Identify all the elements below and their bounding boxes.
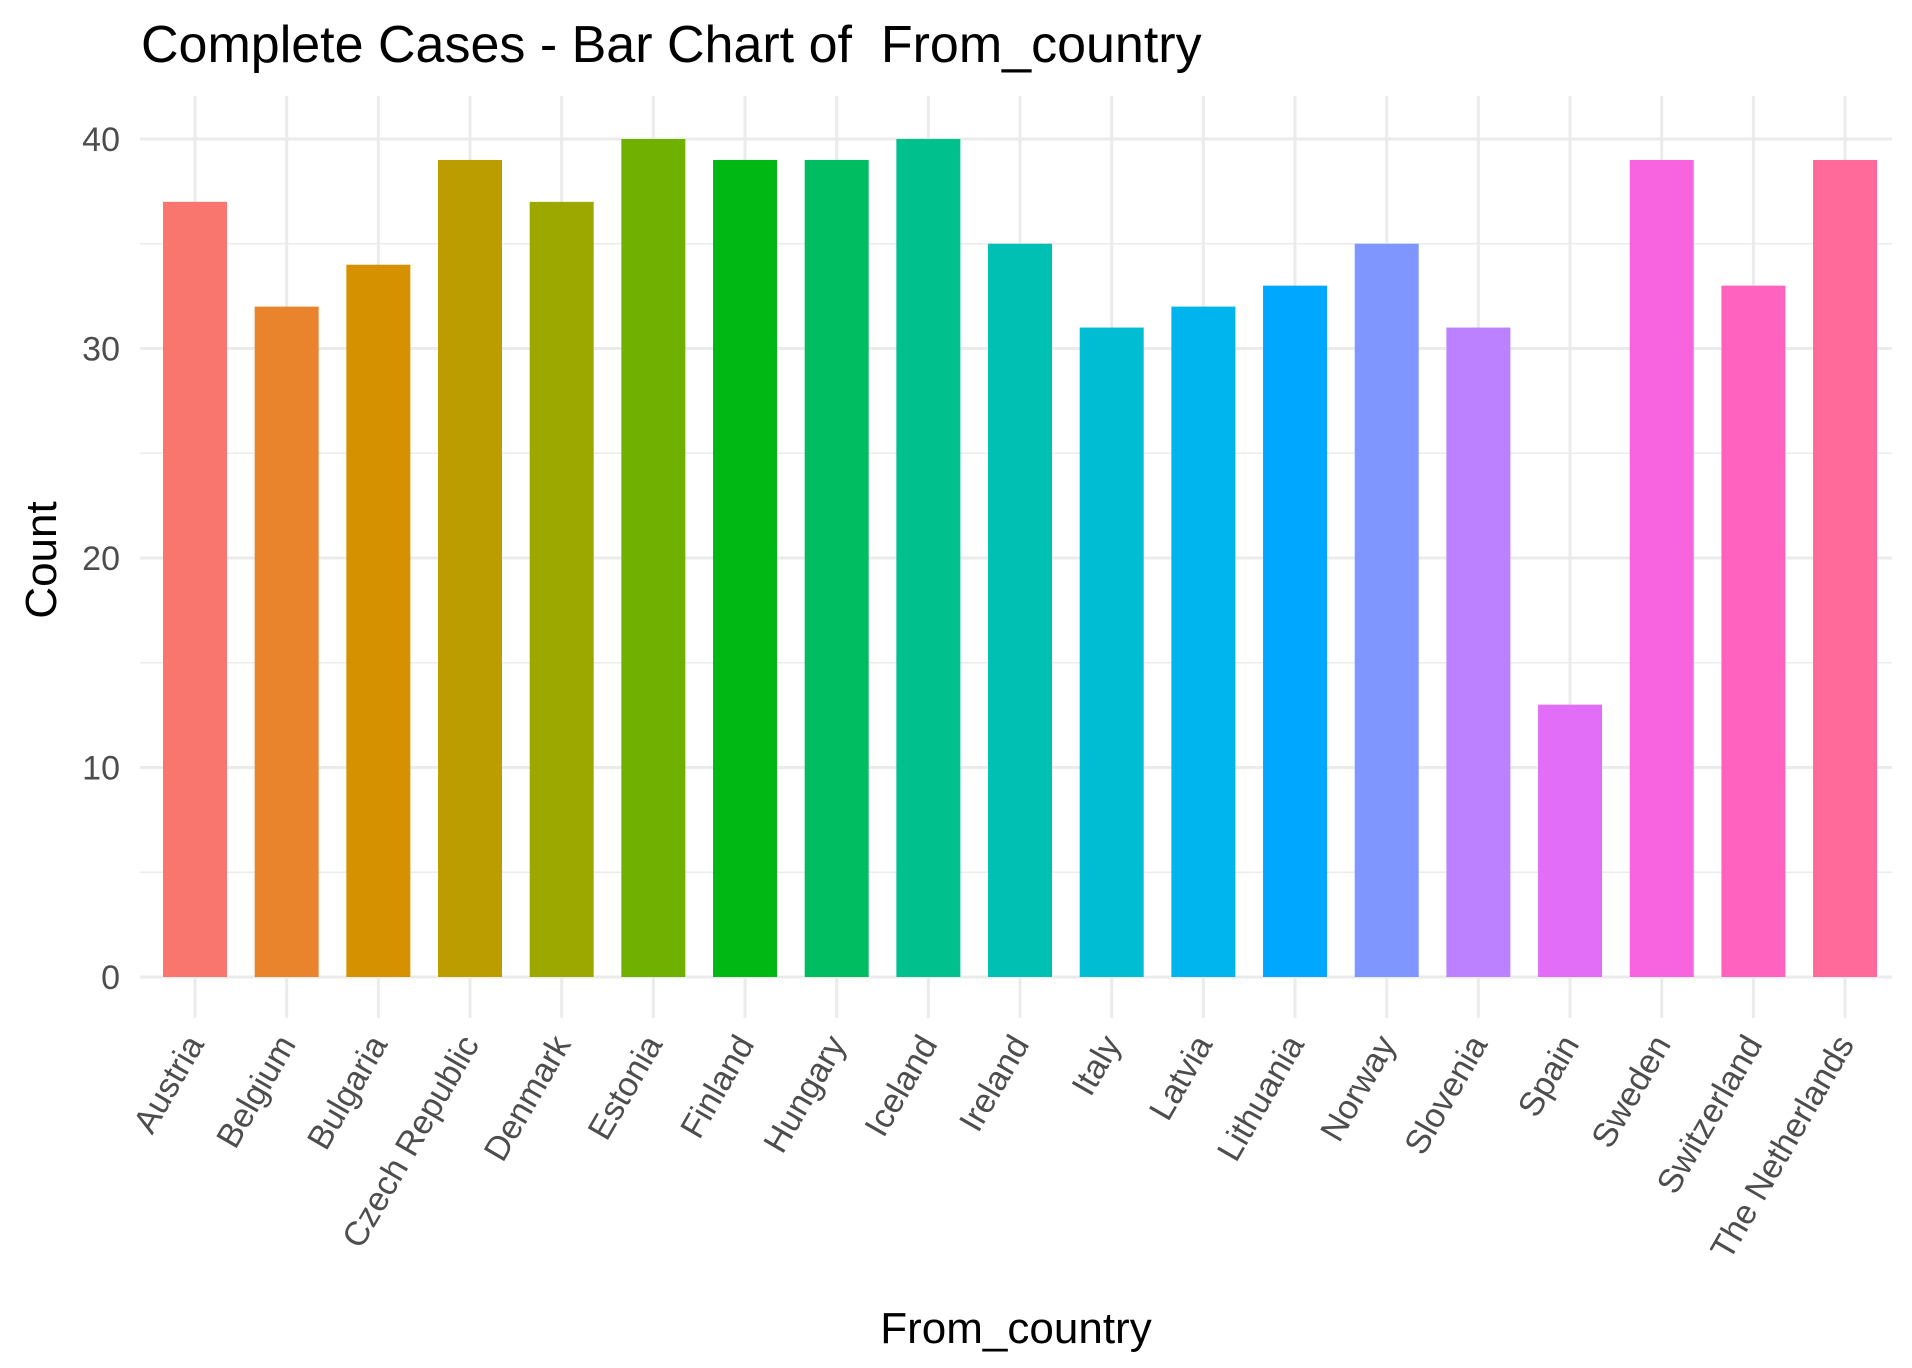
x-axis-title: From_country <box>880 1304 1151 1353</box>
bar-bulgaria <box>346 264 411 977</box>
x-tick-label: Estonia <box>581 1029 671 1146</box>
x-tick-label: Bulgaria <box>300 1029 395 1156</box>
x-tick-label: Ireland <box>952 1029 1037 1138</box>
bar-austria <box>163 201 227 978</box>
bar-estonia <box>621 139 686 977</box>
y-tick-label: 20 <box>82 540 120 578</box>
y-tick-label: 30 <box>82 331 120 369</box>
bar-hungary <box>804 159 869 977</box>
bar-italy <box>1079 327 1144 977</box>
y-axis-ticks: 0 10 20 30 40 <box>82 121 120 997</box>
bar-denmark <box>529 201 594 978</box>
y-tick-label: 0 <box>101 959 120 997</box>
bars <box>163 139 1878 978</box>
bar-norway <box>1354 243 1419 977</box>
x-tick-label: Denmark <box>477 1028 579 1167</box>
bar-sweden <box>1629 159 1694 977</box>
bar-ireland <box>988 243 1053 977</box>
x-tick-label: Latvia <box>1142 1029 1220 1127</box>
x-tick-label: Norway <box>1313 1029 1404 1148</box>
x-tick-label: Sweden <box>1584 1029 1678 1154</box>
bar-lithuania <box>1263 285 1328 977</box>
x-tick-label: Slovenia <box>1397 1029 1495 1161</box>
x-tick-label: Finland <box>673 1029 762 1145</box>
bar-belgium <box>254 306 319 978</box>
x-tick-label: Austria <box>126 1029 212 1140</box>
y-axis-title: Count <box>17 501 66 618</box>
x-tick-label: Italy <box>1065 1029 1129 1102</box>
y-tick-label: 40 <box>82 121 120 159</box>
y-tick-label: 10 <box>82 750 120 788</box>
bar-switzerland <box>1721 285 1786 977</box>
bar-the-netherlands <box>1813 159 1878 977</box>
bar-latvia <box>1171 306 1236 978</box>
bar-iceland <box>896 139 961 977</box>
bar-slovenia <box>1446 327 1511 977</box>
x-tick-label: Hungary <box>756 1029 853 1159</box>
bar-czech-republic <box>438 159 503 977</box>
x-tick-label: Lithuania <box>1210 1029 1312 1168</box>
chart-title: Complete Cases - Bar Chart of From_count… <box>141 16 1202 74</box>
x-tick-label: Iceland <box>858 1029 946 1143</box>
x-tick-label: Spain <box>1511 1029 1587 1123</box>
bar-finland <box>713 159 778 977</box>
bar-spain <box>1538 704 1603 977</box>
x-tick-label: Belgium <box>209 1029 303 1154</box>
